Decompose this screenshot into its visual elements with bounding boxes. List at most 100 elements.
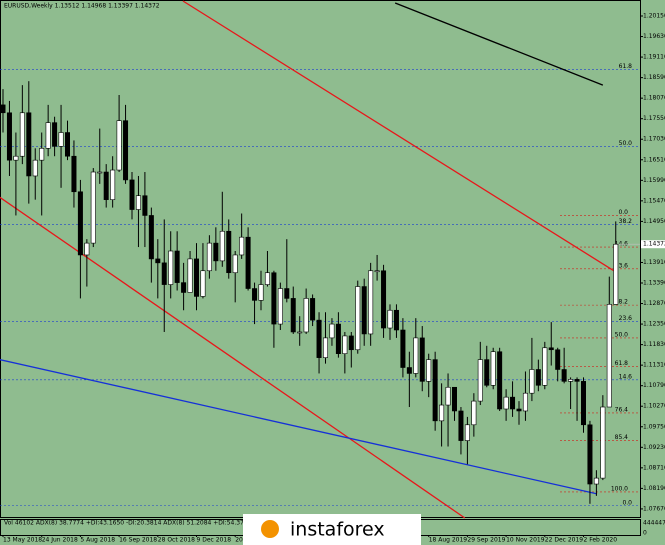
candle-body: [39, 148, 45, 161]
candle-body: [322, 337, 328, 358]
level-label: 85.4: [615, 434, 629, 441]
candle-body: [413, 337, 419, 374]
y-tick-label: 1.20150: [643, 13, 665, 20]
candle-body: [316, 319, 322, 358]
candle-body: [439, 404, 445, 422]
trendline: [0, 196, 466, 519]
candle-body: [458, 410, 464, 441]
candle-body: [451, 386, 457, 412]
level-label: 0.0: [622, 499, 632, 506]
candle-body: [484, 359, 490, 386]
level-label: 50.0: [619, 140, 633, 147]
trendline: [394, 2, 604, 86]
candle-body: [129, 179, 135, 210]
candle-body: [252, 288, 258, 301]
candle-body: [194, 258, 200, 297]
candle-body: [97, 171, 103, 174]
level-label: 23.6: [615, 262, 629, 269]
candle-body: [65, 132, 71, 157]
candle-body: [213, 242, 219, 262]
y-tick-label: 1.19630: [643, 33, 665, 40]
y-tick-label: 1.12870: [643, 300, 665, 307]
candle-body: [58, 132, 64, 147]
candle-body: [361, 286, 367, 335]
candle-body: [490, 351, 496, 386]
candle-body: [174, 250, 180, 283]
candle-body: [471, 400, 477, 426]
indicator-label: Vol 46102 ADX(8) 38.7774 +DI:43.1650 -DI…: [4, 520, 289, 527]
candle-body: [219, 230, 225, 262]
candle-body: [568, 379, 574, 382]
y-tick-label: 1.18590: [643, 74, 665, 81]
candle-body: [574, 379, 580, 382]
candle-body: [497, 351, 503, 410]
y-tick-label: 1.09750: [643, 423, 665, 430]
candle-body: [155, 258, 161, 264]
candle-body: [90, 171, 96, 244]
candle-body: [0, 104, 6, 114]
candle-body: [587, 424, 593, 485]
x-tick-label: 13 May 2018: [3, 537, 42, 544]
x-tick-label: 2 Feb 2020: [584, 537, 618, 544]
candle-body: [555, 349, 561, 370]
y-tick-label: 1.18070: [643, 95, 665, 102]
candle-body: [45, 122, 51, 149]
candle-body: [310, 298, 316, 321]
candle-body: [600, 406, 606, 479]
candle-body: [116, 120, 122, 171]
candle-body: [303, 298, 309, 333]
candle-body: [510, 396, 516, 410]
candle-body: [329, 323, 335, 339]
level-label: 61.8: [619, 63, 633, 70]
trendline: [0, 359, 598, 495]
candle-body: [393, 309, 399, 331]
candle-body: [348, 335, 354, 351]
y-tick-label: 1.19110: [643, 54, 665, 61]
level-label: 23.6: [619, 315, 633, 322]
candle-body: [613, 243, 619, 305]
candle-body: [335, 323, 341, 354]
candle-body: [168, 250, 174, 285]
y-tick-label: 1.11830: [643, 341, 665, 348]
candle-body: [290, 298, 296, 333]
candle-body: [271, 272, 277, 325]
level-label: 0.0: [618, 209, 628, 216]
candle-body: [77, 191, 83, 256]
level-label: 50.0: [615, 331, 629, 338]
y-tick-label: 1.15990: [643, 177, 665, 184]
indicator-min: 0: [643, 530, 647, 537]
candle-body: [516, 408, 522, 412]
candle-body: [535, 369, 541, 386]
candle-body: [284, 288, 290, 299]
candle-body: [206, 242, 212, 272]
candle-body: [187, 258, 193, 293]
x-tick-label: 9 Dec 2018: [197, 537, 232, 544]
candle-body: [226, 230, 232, 274]
level-label: 61.8: [615, 360, 629, 367]
candle-body: [387, 309, 393, 329]
y-tick-label: 1.17550: [643, 115, 665, 122]
y-tick-label: 1.09230: [643, 444, 665, 451]
candle-body: [606, 304, 612, 408]
y-tick-label: 1.16510: [643, 156, 665, 163]
candle-body: [381, 270, 387, 329]
candle-body: [355, 286, 361, 351]
candle-body: [52, 122, 58, 147]
candle-body: [84, 242, 90, 256]
candle-body: [110, 169, 116, 200]
x-tick-label: 10 Nov 2019: [506, 537, 545, 544]
y-tick-label: 1.12350: [643, 321, 665, 328]
candle-body: [503, 396, 509, 410]
y-tick-label: 1.10790: [643, 382, 665, 389]
y-tick-label: 1.08190: [643, 485, 665, 492]
y-tick-label: 1.15470: [643, 197, 665, 204]
candle-body: [580, 381, 586, 426]
last-price-box: [641, 240, 665, 249]
candle-body: [297, 331, 303, 334]
candle-body: [529, 369, 535, 394]
candle-body: [593, 477, 599, 485]
y-tick-label: 1.11310: [643, 362, 665, 369]
last-price-label: 1.14372: [643, 241, 665, 248]
